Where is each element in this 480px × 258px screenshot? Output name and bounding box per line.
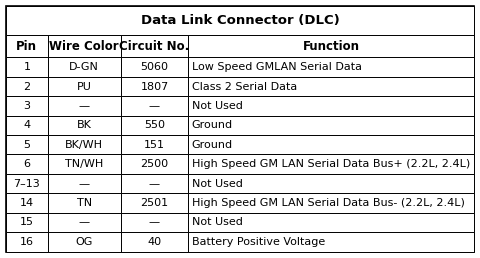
Text: 6: 6 (24, 159, 30, 169)
Bar (120, 58, 189, 77)
Bar (189, 135, 474, 155)
Text: Data Link Connector (DLC): Data Link Connector (DLC) (141, 14, 339, 27)
Bar (189, 232, 474, 252)
Bar (120, 193, 189, 213)
Bar (48, 116, 120, 135)
Text: D-GN: D-GN (69, 62, 99, 72)
Text: 40: 40 (147, 237, 162, 247)
Bar (6, 58, 48, 77)
Bar (48, 77, 120, 96)
Bar (120, 77, 189, 96)
Text: PU: PU (77, 82, 92, 92)
Text: BK/WH: BK/WH (65, 140, 103, 150)
Bar (48, 155, 120, 174)
Text: 5: 5 (24, 140, 30, 150)
Bar (189, 116, 474, 135)
Text: —: — (149, 217, 160, 228)
Text: —: — (79, 217, 90, 228)
Bar (48, 213, 120, 232)
Text: Wire Color: Wire Color (49, 40, 119, 53)
Bar (120, 116, 189, 135)
Text: TN/WH: TN/WH (65, 159, 103, 169)
Bar (6, 213, 48, 232)
Text: 14: 14 (20, 198, 34, 208)
Text: Low Speed GMLAN Serial Data: Low Speed GMLAN Serial Data (192, 62, 362, 72)
Bar (120, 35, 189, 58)
Bar (6, 77, 48, 96)
Bar (189, 174, 474, 193)
Text: 2500: 2500 (141, 159, 168, 169)
Text: 550: 550 (144, 120, 165, 130)
Text: 7–13: 7–13 (13, 179, 40, 189)
Bar (6, 35, 48, 58)
Text: 16: 16 (20, 237, 34, 247)
Text: Ground: Ground (192, 120, 233, 130)
Bar (189, 193, 474, 213)
Bar (48, 135, 120, 155)
Text: Not Used: Not Used (192, 179, 243, 189)
Text: 2501: 2501 (141, 198, 168, 208)
Text: 15: 15 (20, 217, 34, 228)
Text: 1807: 1807 (140, 82, 168, 92)
Text: 3: 3 (24, 101, 30, 111)
Text: Battery Positive Voltage: Battery Positive Voltage (192, 237, 325, 247)
Bar (189, 213, 474, 232)
Bar (120, 155, 189, 174)
Bar (48, 35, 120, 58)
Bar (189, 77, 474, 96)
Text: Function: Function (303, 40, 360, 53)
Text: Not Used: Not Used (192, 217, 243, 228)
Text: 2: 2 (23, 82, 30, 92)
Text: Class 2 Serial Data: Class 2 Serial Data (192, 82, 297, 92)
Text: —: — (79, 179, 90, 189)
Text: —: — (79, 101, 90, 111)
Text: 5060: 5060 (141, 62, 168, 72)
Bar (6, 232, 48, 252)
Bar (120, 96, 189, 116)
Text: 4: 4 (23, 120, 30, 130)
Bar (120, 135, 189, 155)
Text: Pin: Pin (16, 40, 37, 53)
Bar (48, 232, 120, 252)
Bar (48, 193, 120, 213)
Text: —: — (149, 179, 160, 189)
Bar (189, 96, 474, 116)
Bar (48, 58, 120, 77)
Bar (6, 174, 48, 193)
Text: TN: TN (77, 198, 92, 208)
Bar (120, 174, 189, 193)
Text: Ground: Ground (192, 140, 233, 150)
Bar (6, 96, 48, 116)
Bar (120, 213, 189, 232)
Bar (189, 35, 474, 58)
Text: Circuit No.: Circuit No. (120, 40, 190, 53)
Bar (6, 6, 474, 35)
Text: —: — (149, 101, 160, 111)
Bar (189, 58, 474, 77)
Text: Not Used: Not Used (192, 101, 243, 111)
Text: High Speed GM LAN Serial Data Bus+ (2.2L, 2.4L): High Speed GM LAN Serial Data Bus+ (2.2L… (192, 159, 470, 169)
Bar (189, 155, 474, 174)
Text: High Speed GM LAN Serial Data Bus- (2.2L, 2.4L): High Speed GM LAN Serial Data Bus- (2.2L… (192, 198, 465, 208)
Text: OG: OG (75, 237, 93, 247)
Bar (6, 193, 48, 213)
Text: 151: 151 (144, 140, 165, 150)
Bar (6, 116, 48, 135)
Bar (48, 96, 120, 116)
Text: 1: 1 (24, 62, 30, 72)
Text: BK: BK (77, 120, 92, 130)
Bar (120, 232, 189, 252)
Bar (48, 174, 120, 193)
Bar (6, 135, 48, 155)
Bar (6, 155, 48, 174)
